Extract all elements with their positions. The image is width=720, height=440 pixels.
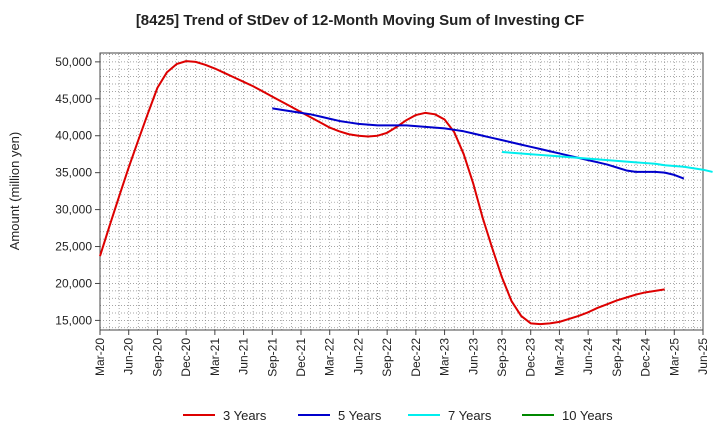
plot-frame (99, 52, 704, 331)
x-tick-label: Mar-22 (323, 338, 337, 376)
x-tick-label: Jun-20 (122, 338, 136, 375)
series-line (272, 107, 685, 180)
y-tick-label: 20,000 (55, 276, 92, 290)
x-tick-label: Sep-21 (265, 338, 279, 377)
y-tick-label: 40,000 (55, 129, 92, 143)
x-tick-label: Mar-24 (552, 338, 566, 376)
x-tick-label: Sep-20 (150, 338, 164, 377)
x-tick-label: Sep-22 (380, 338, 394, 377)
y-tick-label: 25,000 (55, 240, 92, 254)
x-tick-label: Sep-24 (610, 338, 624, 377)
x-tick-label: Jun-24 (581, 338, 595, 375)
legend-label: 10 Years (562, 408, 613, 423)
x-tick-label: Dec-23 (524, 338, 538, 377)
y-axis-ticks: 15,000 20,000 25,000 30,000 35,000 40,000 45,0… (55, 55, 100, 327)
y-tick-label: 30,000 (55, 203, 92, 217)
x-tick-label: Sep-23 (495, 338, 509, 377)
legend-label: 5 Years (338, 408, 382, 423)
chart-title: [8425] Trend of StDev of 12-Month Moving… (135, 12, 585, 29)
x-tick-label: Dec-20 (179, 338, 193, 377)
series-layer (99, 60, 713, 326)
x-tick-label: Mar-25 (667, 338, 681, 376)
x-tick-label: Dec-24 (639, 338, 653, 377)
grid-layer (100, 53, 703, 330)
x-tick-label: Mar-23 (438, 338, 452, 376)
x-tick-label: Jun-22 (351, 338, 365, 375)
x-tick-label: Jun-25 (696, 338, 710, 375)
series-line (501, 150, 713, 173)
x-tick-label: Mar-20 (93, 338, 107, 376)
x-tick-label: Jun-23 (466, 338, 480, 375)
legend: 3 Years 5 Years 7 Years 10 Years (183, 408, 613, 423)
legend-label: 7 Years (448, 408, 492, 423)
y-tick-label: 35,000 (55, 166, 92, 180)
legend-label: 3 Years (223, 408, 267, 423)
y-tick-label: 50,000 (55, 55, 92, 69)
x-tick-label: Dec-22 (409, 338, 423, 377)
y-tick-label: 45,000 (55, 92, 92, 106)
series-line (99, 60, 665, 326)
x-axis-ticks: Mar-20 Jun-20 Sep-20 Dec-20 Mar-21 Jun-21 Sep-… (93, 330, 710, 377)
y-tick-label: 15,000 (55, 313, 92, 327)
x-tick-label: Mar-21 (208, 338, 222, 376)
x-tick-label: Dec-21 (294, 338, 308, 377)
x-tick-label: Jun-21 (237, 338, 251, 375)
y-axis-title: Amount (million yen) (7, 132, 22, 251)
